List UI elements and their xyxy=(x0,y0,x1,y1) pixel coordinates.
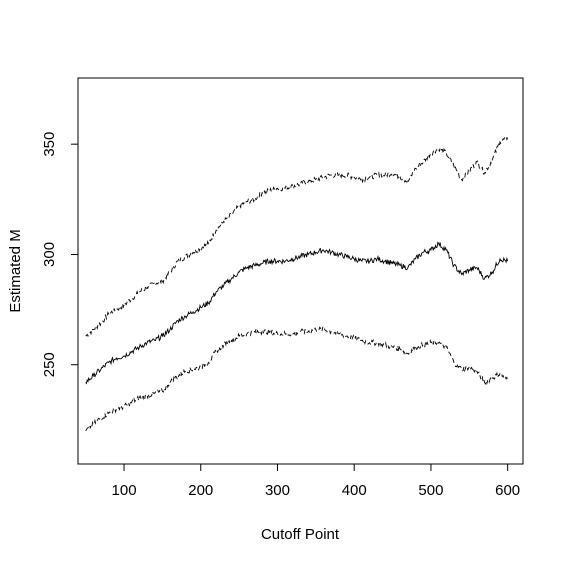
plot-frame xyxy=(77,77,524,465)
x-tick-label: 100 xyxy=(112,482,137,499)
series-layer xyxy=(85,135,509,432)
series-line xyxy=(85,326,509,432)
y-tick-label: 350 xyxy=(41,132,58,157)
x-tick-label: 400 xyxy=(342,482,367,499)
y-tick-label: 300 xyxy=(41,242,58,267)
y-axis: 250 300 350 xyxy=(41,132,79,377)
x-tick-label: 500 xyxy=(418,482,443,499)
series-line xyxy=(85,135,509,338)
x-axis: 100 200 300 400 500 600 xyxy=(112,463,520,499)
x-tick-label: 200 xyxy=(188,482,213,499)
y-axis-label: Estimated M xyxy=(7,229,24,312)
x-tick-label: 300 xyxy=(265,482,290,499)
y-tick-label: 250 xyxy=(41,352,58,377)
series-line xyxy=(85,241,509,385)
x-tick-label: 600 xyxy=(495,482,520,499)
x-axis-label: Cutoff Point xyxy=(261,526,340,543)
